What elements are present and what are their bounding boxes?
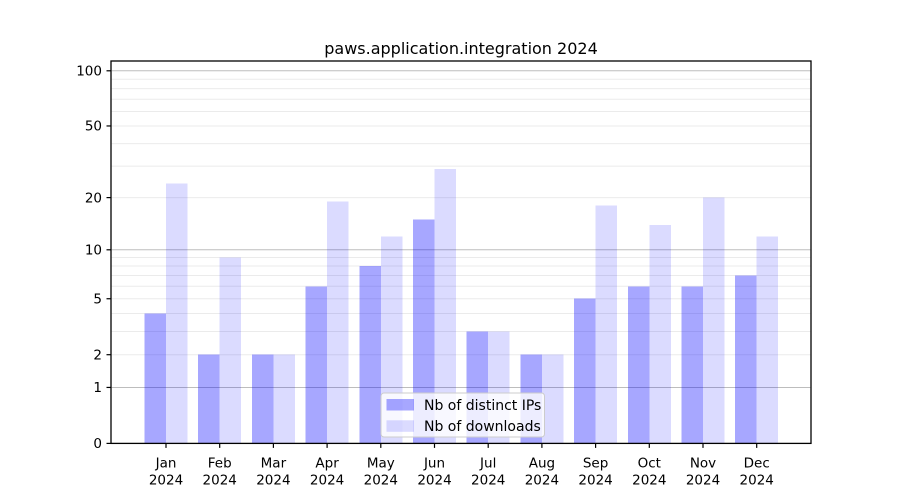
legend: Nb of distinct IPs Nb of downloads bbox=[380, 392, 545, 438]
bar-distinct-ips-dec bbox=[735, 275, 757, 444]
y-tick-label: 20 bbox=[85, 190, 102, 206]
x-tick-label-mar: Mar 2024 bbox=[256, 456, 290, 489]
bar-downloads-feb bbox=[219, 257, 242, 444]
bar-downloads-mar bbox=[273, 354, 295, 444]
bar-downloads-aug bbox=[541, 354, 564, 444]
x-tick-label-jun: Jun 2024 bbox=[417, 456, 451, 489]
major-gridlines bbox=[111, 70, 811, 388]
x-tick-label-jul: Jul 2024 bbox=[471, 456, 505, 489]
legend-swatch-downloads bbox=[386, 420, 414, 432]
bar-distinct-ips-nov bbox=[681, 286, 703, 444]
bar-downloads-sep bbox=[595, 205, 618, 444]
bar-downloads-dec bbox=[756, 236, 779, 444]
y-tick-label: 100 bbox=[76, 63, 102, 79]
y-tick-label: 5 bbox=[93, 291, 102, 307]
bar-distinct-ips-apr bbox=[305, 286, 328, 444]
legend-label-distinct-ips: Nb of distinct IPs bbox=[424, 398, 541, 414]
legend-swatch-distinct-ips bbox=[386, 399, 414, 411]
x-tick-label-aug: Aug 2024 bbox=[525, 456, 559, 489]
plot-frame bbox=[110, 60, 812, 445]
legend-label-downloads: Nb of downloads bbox=[424, 419, 541, 435]
x-tick-label-nov: Nov 2024 bbox=[686, 456, 720, 489]
y-tick-label: 10 bbox=[85, 243, 102, 259]
bar-downloads-jun bbox=[434, 168, 456, 444]
x-axis: Jan 2024 Feb 2024 Mar 2024 Apr 2024 May 2024 Jun 20… bbox=[149, 443, 774, 489]
chart-title: paws.application.integration 2024 bbox=[324, 39, 598, 58]
bar-distinct-ips-may bbox=[359, 266, 381, 444]
legend-box bbox=[380, 392, 545, 438]
x-tick-label-oct: Oct 2024 bbox=[632, 456, 666, 489]
y-tick-label: 2 bbox=[93, 347, 102, 363]
x-tick-label-sep: Sep 2024 bbox=[578, 456, 612, 489]
y-axis: 0 1 2 5 10 20 50 100 bbox=[76, 63, 111, 452]
bar-distinct-ips-oct bbox=[627, 286, 650, 444]
y-tick-label: 0 bbox=[93, 436, 102, 452]
bar-downloads-nov bbox=[703, 197, 725, 444]
x-tick-label-feb: Feb 2024 bbox=[203, 456, 237, 489]
x-tick-label-jan: Jan 2024 bbox=[149, 456, 183, 489]
bar-series-group bbox=[144, 168, 779, 444]
x-tick-label-apr: Apr 2024 bbox=[310, 456, 344, 489]
bar-downloads-jan bbox=[166, 183, 188, 444]
y-tick-label: 50 bbox=[85, 119, 102, 135]
bar-downloads-oct bbox=[649, 224, 671, 444]
bar-distinct-ips-mar bbox=[251, 354, 274, 444]
bar-downloads-may bbox=[380, 236, 403, 444]
minor-gridlines bbox=[111, 78, 811, 356]
x-tick-label-dec: Dec 2024 bbox=[740, 456, 774, 489]
bar-distinct-ips-feb bbox=[198, 354, 220, 444]
bar-distinct-ips-sep bbox=[574, 298, 596, 444]
bar-downloads-apr bbox=[327, 201, 349, 444]
bar-distinct-ips-jan bbox=[144, 313, 166, 444]
bar-distinct-ips-jun bbox=[413, 219, 435, 444]
x-tick-label-may: May 2024 bbox=[364, 456, 398, 489]
y-tick-label: 1 bbox=[93, 380, 102, 396]
